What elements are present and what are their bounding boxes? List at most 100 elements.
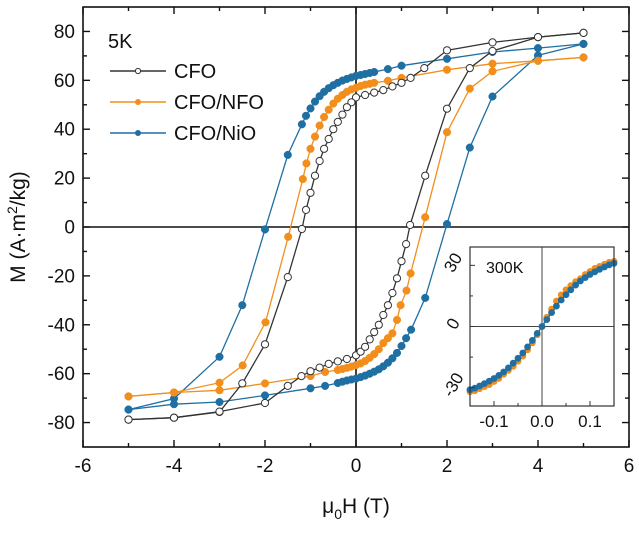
data-point-cfo xyxy=(392,274,402,283)
y-tick-label: -60 xyxy=(48,364,75,385)
inset-data-point-cfo-nio xyxy=(505,364,512,372)
data-point-cfo-nio xyxy=(310,97,320,106)
data-point-cfo xyxy=(379,310,388,320)
data-point-cfo-nfo xyxy=(238,361,247,370)
data-point-cfo-nio xyxy=(388,354,397,363)
y-axis-title-sup: 2 xyxy=(4,206,20,214)
inset-y-tick-label: 30 xyxy=(440,250,466,276)
data-point-cfo xyxy=(421,171,430,180)
data-point-cfo-nfo xyxy=(321,367,330,377)
data-point-cfo xyxy=(533,33,543,42)
data-point-cfo-nio xyxy=(465,143,474,152)
data-point-cfo-nfo xyxy=(374,345,383,354)
data-point-cfo-nfo xyxy=(260,379,270,388)
legend-marker-cfo xyxy=(134,67,142,75)
data-point-cfo xyxy=(465,64,474,73)
data-point-cfo xyxy=(297,372,306,381)
inset-data-point-cfo-nio xyxy=(533,330,541,337)
data-point-cfo xyxy=(397,78,406,87)
data-point-cfo xyxy=(370,328,379,337)
data-point-cfo-nio xyxy=(238,301,247,310)
data-point-cfo-nio xyxy=(283,150,292,159)
legend-label-cfo-nio: CFO/NiO xyxy=(174,123,256,145)
data-point-cfo-nfo xyxy=(329,99,338,108)
data-point-cfo xyxy=(388,82,397,91)
data-point-cfo xyxy=(283,273,292,282)
data-point-cfo xyxy=(306,367,315,376)
inset-x-tick-label: 0.0 xyxy=(530,412,554,431)
data-point-cfo xyxy=(338,110,347,119)
data-point-cfo xyxy=(488,46,497,56)
data-point-cfo xyxy=(320,144,329,153)
data-point-cfo xyxy=(238,379,247,388)
data-point-cfo xyxy=(342,103,351,112)
data-point-cfo-nfo xyxy=(215,386,224,395)
data-point-cfo-nfo xyxy=(315,121,324,130)
data-point-cfo xyxy=(361,90,370,100)
data-point-cfo-nio xyxy=(397,341,406,351)
inset-data-point-cfo-nio xyxy=(567,286,575,294)
data-point-cfo-nfo xyxy=(533,56,543,65)
x-axis-title-mu: μ xyxy=(322,495,334,518)
inset-data-point-cfo-nio xyxy=(514,354,522,362)
data-point-cfo-nfo xyxy=(488,67,497,76)
data-point-cfo xyxy=(488,38,497,47)
data-point-cfo xyxy=(365,335,374,344)
data-point-cfo-nio xyxy=(315,92,324,101)
data-point-cfo xyxy=(260,340,270,349)
data-point-cfo-nio xyxy=(442,220,452,229)
x-tick-label: -4 xyxy=(166,456,183,477)
legend: CFO CFO/NFO CFO/NiO xyxy=(110,61,264,145)
legend-marker-cfo-nfo xyxy=(135,99,141,105)
y-axis-title: M (A·m2/kg) xyxy=(4,171,30,283)
y-axis-title-pre: M (A·m xyxy=(7,214,30,283)
x-axis-title-rest: H (T) xyxy=(342,495,390,518)
data-point-cfo-nfo xyxy=(388,329,397,338)
inset-data-point-cfo-nio xyxy=(538,323,546,330)
data-point-cfo-nfo xyxy=(392,315,402,324)
data-point-cfo-nfo xyxy=(324,105,333,114)
data-point-cfo-nfo xyxy=(442,65,452,74)
data-point-cfo xyxy=(342,354,351,364)
data-point-cfo xyxy=(283,381,292,390)
data-point-cfo-nio xyxy=(488,92,497,101)
x-tick-label: 0 xyxy=(351,456,362,477)
inset-y-tick-label: 0 xyxy=(443,315,464,333)
data-point-cfo-nfo xyxy=(442,128,452,137)
inset-x-tick-label: 0.1 xyxy=(578,412,602,431)
inset-data-point-cfo-nio xyxy=(519,349,527,357)
inset-data-point-cfo-nio xyxy=(509,359,517,367)
data-point-cfo-nfo xyxy=(421,213,430,222)
data-point-cfo xyxy=(297,224,306,234)
legend-marker-cfo-nio xyxy=(135,130,141,136)
data-point-cfo-nfo xyxy=(320,112,329,122)
data-point-cfo-nio xyxy=(301,111,311,120)
data-point-cfo xyxy=(370,88,379,97)
y-tick-label: -20 xyxy=(48,266,75,287)
legend-label-cfo: CFO xyxy=(174,61,216,83)
data-point-cfo xyxy=(442,46,452,55)
inset-data-point-cfo-nfo xyxy=(557,291,565,299)
data-point-cfo-nio xyxy=(260,391,270,400)
inset-data-point-cfo-nio xyxy=(529,337,536,344)
data-point-cfo xyxy=(379,86,388,95)
data-point-cfo xyxy=(333,117,342,127)
data-point-cfo-nio xyxy=(533,44,543,53)
data-point-cfo-nfo xyxy=(169,388,179,397)
data-point-cfo-nfo xyxy=(215,378,224,387)
inset-data-point-cfo-nio xyxy=(562,291,570,299)
data-point-cfo xyxy=(361,342,370,351)
data-point-cfo-nio xyxy=(215,352,224,361)
data-point-cfo xyxy=(351,93,361,102)
inset-data-point-cfo-nio xyxy=(524,343,531,351)
data-point-cfo xyxy=(347,98,356,107)
data-point-cfo xyxy=(383,301,392,310)
inset-data-point-cfo-nio xyxy=(553,302,560,310)
y-tick-label: 20 xyxy=(54,169,75,190)
data-point-cfo xyxy=(124,415,133,424)
temperature-annotation-5k: 5K xyxy=(108,31,133,53)
data-point-cfo-nio xyxy=(306,104,315,113)
data-point-cfo xyxy=(315,156,324,166)
x-axis-title-sub: 0 xyxy=(334,506,342,522)
inset-series-cfo-nio xyxy=(466,259,618,394)
